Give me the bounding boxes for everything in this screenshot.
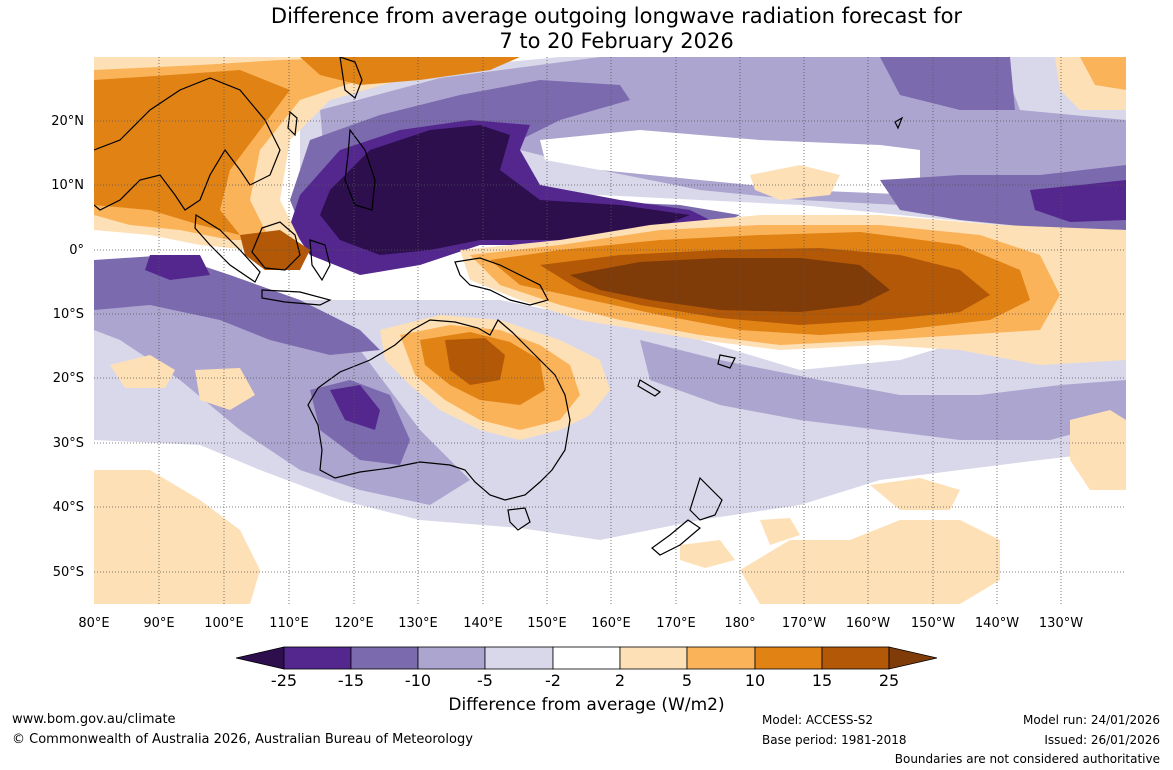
anomaly-region-brown-australia <box>445 338 505 385</box>
map-title: Difference from average outgoing longwav… <box>0 4 1173 54</box>
lat-label: 10°S <box>53 307 84 322</box>
colorbar-tick-label: -10 <box>405 671 431 690</box>
colorbar: -25 -15 -10 -5 -2 2 5 10 15 25 <box>235 646 938 690</box>
philippines-outline <box>344 128 376 211</box>
asia-coast-outline <box>94 77 281 211</box>
sumatra-outline <box>194 213 261 283</box>
colorbar-swatch <box>552 646 621 670</box>
new-zealand-south-outline <box>651 519 701 556</box>
anomaly-region-light-orange-patch-east <box>1070 410 1126 490</box>
model-run-date: Model run: 24/01/2026 <box>1022 713 1160 727</box>
colorbar-swatch <box>350 646 419 670</box>
australia-outline <box>307 319 571 501</box>
anomaly-region-dark-purple-australia <box>330 385 380 430</box>
colorbar-extension-low <box>235 646 285 670</box>
anomaly-region-light-orange-patch-southwest <box>94 470 260 604</box>
lat-label: 10°N <box>51 178 84 193</box>
lon-label: 130°E <box>398 616 438 631</box>
java-outline <box>261 289 332 306</box>
colorbar-tick-label: -25 <box>271 671 297 690</box>
lat-label: 20°S <box>53 371 84 386</box>
anomaly-region-light-orange-patch-nz <box>740 520 1000 604</box>
new-caledonia-outline <box>637 379 662 397</box>
anomaly-region-medium-purple-northeast <box>880 57 1015 110</box>
lon-label: 170°E <box>656 616 696 631</box>
anomaly-region-light-orange-patch-central <box>750 165 840 200</box>
colorbar-swatch <box>283 646 352 670</box>
anomaly-region-orange-top <box>300 57 520 85</box>
colorbar-swatch <box>754 646 823 670</box>
colorbar-tick-label: 25 <box>879 671 899 690</box>
lon-label: 170°W <box>782 616 826 631</box>
lon-label: 150°E <box>527 616 567 631</box>
anomaly-region-dark-purple-east <box>1030 180 1126 222</box>
lat-label: 40°S <box>53 500 84 515</box>
colorbar-tick-label: 10 <box>745 671 765 690</box>
title-line-1: Difference from average outgoing longwav… <box>270 4 963 28</box>
lon-label: 100°E <box>204 616 244 631</box>
anomaly-region-orange-patch-northeast <box>1080 57 1126 90</box>
lon-label: 120°E <box>334 616 374 631</box>
land-boundaries <box>94 57 904 556</box>
anomaly-region-purple-spcz <box>640 340 1126 440</box>
colorbar-swatch <box>484 646 554 670</box>
base-period: Base period: 1981-2018 <box>762 733 907 747</box>
longitude-labels: 80°E 90°E 100°E 110°E 120°E 130°E 140°E … <box>78 616 1083 631</box>
colorbar-tick-label: 15 <box>812 671 832 690</box>
graticule <box>94 57 1126 604</box>
anomaly-region-darkest-brown-pacific <box>570 258 890 312</box>
anomaly-region-darkest-purple <box>320 125 690 255</box>
anomaly-region-dark-purple-ocean <box>145 255 210 280</box>
lon-label: 80°E <box>78 616 109 631</box>
lon-label: 140°E <box>463 616 503 631</box>
sulawesi-outline <box>309 239 331 282</box>
lon-label: 160°E <box>591 616 631 631</box>
colorbar-swatch <box>821 646 890 670</box>
lon-label: 140°W <box>975 616 1019 631</box>
lon-label: 160°W <box>846 616 890 631</box>
lon-label: 130°W <box>1039 616 1083 631</box>
tasmania-outline <box>507 507 531 531</box>
colorbar-swatch <box>686 646 756 670</box>
title-line-2: 7 to 20 February 2026 <box>499 29 734 53</box>
new-zealand-north-outline <box>689 476 723 521</box>
lat-label: 0° <box>69 243 84 258</box>
colorbar-tick-label: -5 <box>477 671 493 690</box>
map-field <box>94 57 1126 604</box>
colorbar-tick-label: 5 <box>682 671 692 690</box>
lat-label: 20°N <box>51 114 84 129</box>
colorbar-tick-label: 2 <box>615 671 625 690</box>
pacific-island-outline <box>894 116 904 130</box>
anomaly-region-medium-purple-west <box>94 255 380 355</box>
model-name: Model: ACCESS-S2 <box>762 713 874 727</box>
website-link[interactable]: www.bom.gov.au/climate <box>12 712 176 727</box>
copyright-text: © Commonwealth of Australia 2026, Austra… <box>12 732 473 747</box>
borneo-outline <box>251 221 301 271</box>
latitude-labels: 20°N 10°N 0° 10°S 20°S 30°S 40°S 50°S <box>51 114 84 580</box>
lat-label: 50°S <box>53 565 84 580</box>
anomaly-region-light-orange-patch-nz-east <box>760 518 800 545</box>
lon-label: 180° <box>724 616 755 631</box>
new-guinea-outline <box>454 257 549 306</box>
colorbar-tick-label: -15 <box>338 671 364 690</box>
colorbar-tick-label: -2 <box>545 671 561 690</box>
fiji-outline <box>717 354 736 369</box>
japan-outline <box>339 57 363 99</box>
colorbar-title: Difference from average (W/m2) <box>448 695 725 715</box>
lon-label: 90°E <box>143 616 174 631</box>
issued-date: Issued: 26/01/2026 <box>1044 733 1160 747</box>
anomaly-region-dark-orange-asia <box>94 70 290 235</box>
colorbar-swatch <box>619 646 688 670</box>
colorbar-extension-high <box>888 646 938 670</box>
boundary-disclaimer: Boundaries are not considered authoritat… <box>894 752 1160 766</box>
lon-label: 150°W <box>911 616 955 631</box>
anomaly-region-light-orange-patch-south-central <box>870 478 960 510</box>
anomaly-region-light-orange-patch-tasman <box>680 540 735 568</box>
lat-label: 30°S <box>53 436 84 451</box>
anomaly-region-light-orange-patch-west-2 <box>195 368 255 410</box>
taiwan-outline <box>287 110 298 137</box>
colorbar-swatch <box>417 646 486 670</box>
lon-label: 110°E <box>269 616 309 631</box>
